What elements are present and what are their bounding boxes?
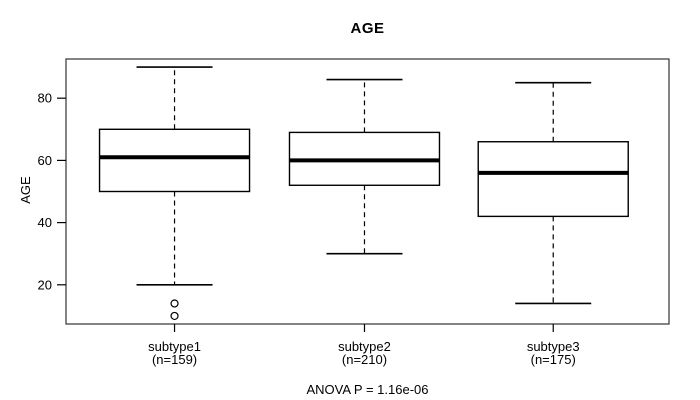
group-label: subtype1 [148,339,201,354]
anova-annotation: ANOVA P = 1.16e-06 [306,382,429,397]
outlier-point [170,311,179,321]
y-axis-tick-label: 20 [38,277,52,292]
group-n-label: (n=175) [531,352,576,367]
y-axis-tick-label: 60 [38,153,52,168]
group-n-label: (n=210) [342,352,387,367]
y-axis-tick-label: 80 [38,91,52,106]
group-label: subtype2 [338,339,391,354]
group-n-label: (n=159) [152,352,197,367]
group-label: subtype3 [527,339,580,354]
y-axis-tick-label: 40 [38,215,52,230]
plot-border [65,58,670,325]
chart-title: AGE [350,20,385,37]
outlier-point [170,299,179,308]
iqr-box [98,128,251,193]
iqr-box [477,141,629,218]
